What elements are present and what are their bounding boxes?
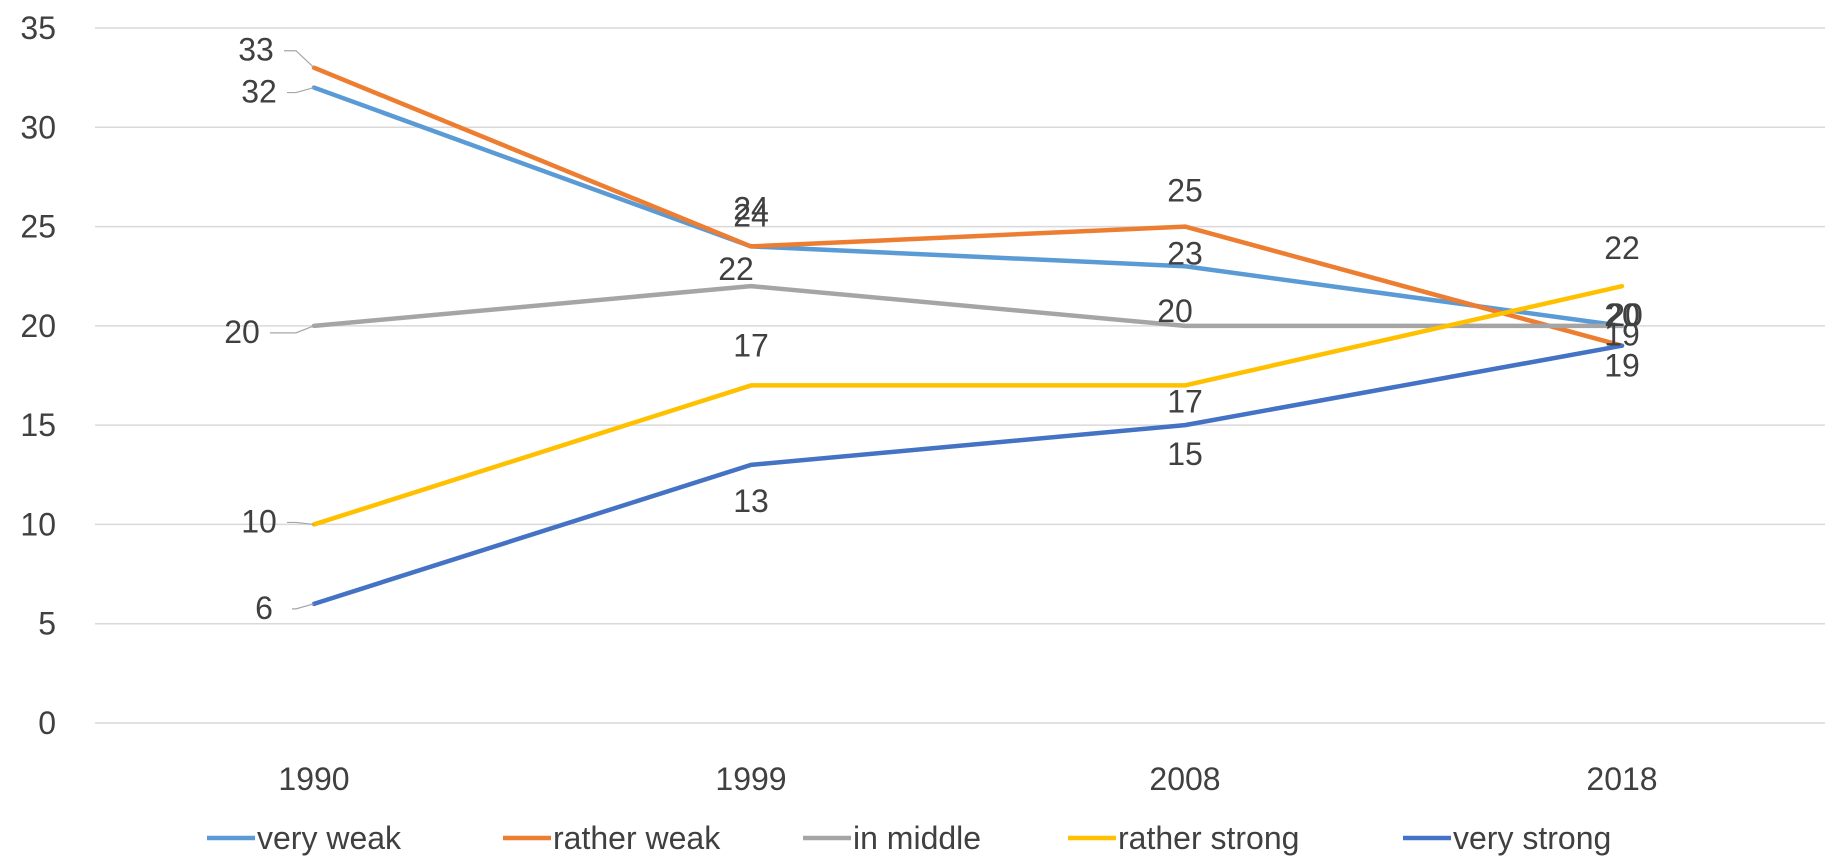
x-tick-label: 2008 [1149, 761, 1220, 797]
y-tick-label: 5 [38, 606, 56, 642]
data-label: 15 [1167, 436, 1203, 472]
legend-label: rather weak [553, 820, 721, 856]
data-label: 6 [255, 590, 273, 626]
leader-line [284, 50, 315, 69]
x-tick-label: 2018 [1586, 761, 1657, 797]
data-label: 10 [241, 503, 277, 539]
data-label: 25 [1167, 173, 1203, 209]
x-tick-label: 1990 [278, 761, 349, 797]
data-label: 20 [1607, 297, 1643, 333]
series-line-very-strong [311, 343, 1625, 607]
legend-label: rather strong [1118, 820, 1299, 856]
data-label: 33 [238, 32, 274, 68]
series-line-rather-weak [311, 65, 1625, 348]
data-label: 22 [718, 251, 754, 287]
data-label: 17 [733, 327, 769, 363]
legend-label: very weak [257, 820, 402, 856]
series-line-very-weak [311, 85, 1625, 329]
data-label: 19 [1604, 348, 1640, 384]
y-tick-label: 30 [20, 109, 56, 145]
y-axis: 0 5 10 15 20 25 30 35 [20, 10, 56, 741]
legend: very weak rather weak in middle rather stro… [207, 820, 1611, 856]
legend-label: very strong [1453, 820, 1611, 856]
legend-label: in middle [853, 820, 981, 856]
y-tick-label: 10 [20, 506, 56, 542]
leader-line [287, 521, 315, 526]
data-label: 32 [241, 74, 277, 110]
data-label: 24 [733, 197, 769, 233]
data-label: 20 [1157, 293, 1193, 329]
data-label: 20 [1604, 297, 1640, 333]
y-tick-label: 20 [20, 308, 56, 344]
y-tick-label: 25 [20, 209, 56, 245]
data-label: 20 [224, 314, 260, 350]
data-label: 17 [1167, 383, 1203, 419]
series-line-rather-strong [311, 283, 1625, 527]
series-line-in-middle [311, 283, 1625, 329]
data-label: 24 [733, 190, 769, 226]
data-label: 23 [1167, 235, 1203, 271]
data-label: 13 [733, 483, 769, 519]
leader-line [270, 325, 315, 334]
y-tick-label: 35 [20, 10, 56, 46]
data-label: 19 [1604, 317, 1640, 353]
leader-line [292, 603, 315, 610]
x-tick-label: 1999 [715, 761, 786, 797]
y-tick-label: 15 [20, 407, 56, 443]
leader-line [287, 86, 315, 94]
y-tick-label: 0 [38, 705, 56, 741]
leader-lines [270, 50, 315, 610]
gridlines [95, 27, 1825, 724]
x-axis: 1990 1999 2008 2018 [278, 761, 1657, 797]
data-label: 22 [1604, 230, 1640, 266]
series-lines [311, 65, 1625, 607]
